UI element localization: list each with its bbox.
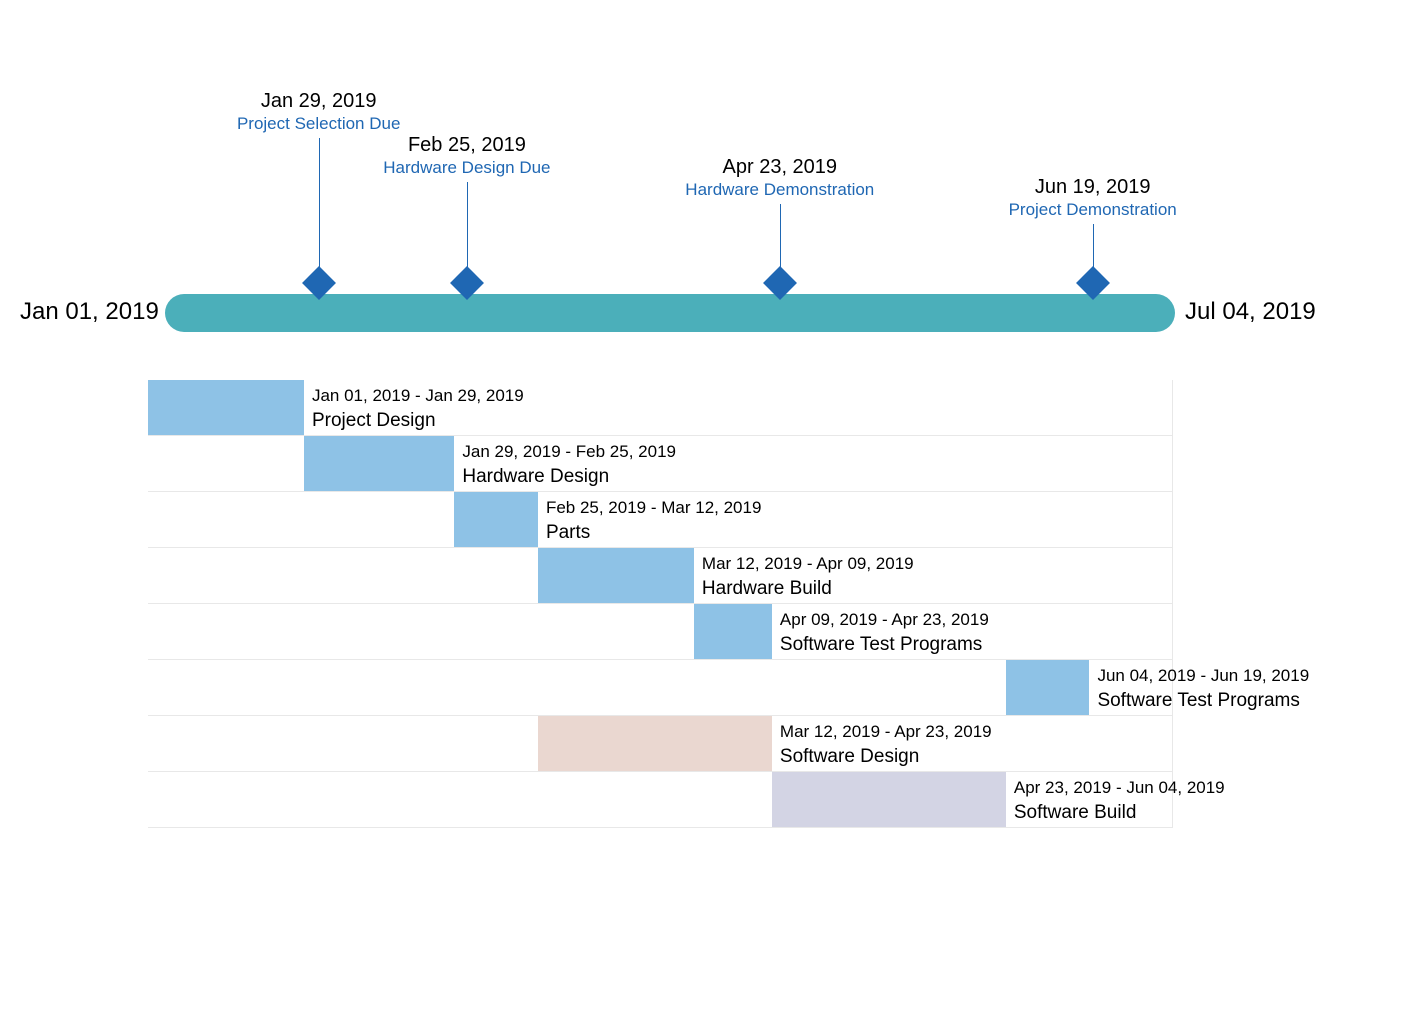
timeline-end-label: Jul 04, 2019 [1185,298,1316,326]
gantt-row: Apr 09, 2019 - Apr 23, 2019 Software Test… [148,604,1172,660]
gantt-bar-name: Parts [546,522,590,544]
gantt-row: Jun 04, 2019 - Jun 19, 2019Software Test… [148,660,1172,716]
gantt-bar-dates: Jun 04, 2019 - Jun 19, 2019 [1097,666,1309,686]
gantt-bar-name: Hardware Design [462,466,609,488]
gantt-bar [772,772,1006,827]
gantt-bar [1006,660,1090,715]
gantt-bar [538,548,694,603]
gantt-bar-dates: Mar 12, 2019 - Apr 09, 2019 [702,554,914,574]
timeline-diagram: Jan 01, 2019Jul 04, 2019Jan 29, 2019Proj… [0,0,1425,1012]
milestone-name: Hardware Demonstration [685,180,874,200]
gantt-bar-dates: Mar 12, 2019 - Apr 23, 2019 [780,722,992,742]
gantt-bar-name: Project Design [312,410,436,432]
gantt-row: Apr 23, 2019 - Jun 04, 2019Software Buil… [148,772,1172,828]
gantt-bar [454,492,538,547]
gantt-row: Feb 25, 2019 - Mar 12, 2019 Parts [148,492,1172,548]
milestone-date: Apr 23, 2019 [723,156,838,179]
milestone-date: Jun 19, 2019 [1035,176,1151,199]
gantt-bar-dates: Jan 29, 2019 - Feb 25, 2019 [462,442,676,462]
gantt-row: Jan 29, 2019 - Feb 25, 2019 Hardware Desi… [148,436,1172,492]
gantt-bar [694,604,772,659]
milestone-date: Feb 25, 2019 [408,134,526,157]
timeline-bar [165,294,1175,332]
gantt-bar-name: Software Design [780,746,919,768]
gantt-bar [304,436,454,491]
gantt-bar-dates: Apr 09, 2019 - Apr 23, 2019 [780,610,989,630]
gantt-bar-dates: Feb 25, 2019 - Mar 12, 2019 [546,498,761,518]
gantt-bar-name: Software Test Programs [1097,690,1299,712]
gantt-bar-dates: Apr 23, 2019 - Jun 04, 2019 [1014,778,1225,798]
gantt-bar-dates: Jan 01, 2019 - Jan 29, 2019 [312,386,524,406]
gantt-bar-name: Software Test Programs [780,634,982,656]
gantt-row: Mar 12, 2019 - Apr 23, 2019 Software Desi… [148,716,1172,772]
milestone-name: Project Demonstration [1009,200,1177,220]
gantt-row: Jan 01, 2019 - Jan 29, 2019 Project Desig… [148,380,1172,436]
gantt-bar [538,716,772,771]
gantt-chart: Jan 01, 2019 - Jan 29, 2019 Project Desig… [148,380,1173,828]
gantt-bar [148,380,304,435]
milestone-date: Jan 29, 2019 [261,90,377,113]
milestone-name: Project Selection Due [237,114,400,134]
timeline-start-label: Jan 01, 2019 [20,298,159,326]
gantt-row: Mar 12, 2019 - Apr 09, 2019 Hardware Buil… [148,548,1172,604]
milestone-connector [319,138,320,283]
gantt-bar-name: Software Build [1014,802,1137,824]
milestone-name: Hardware Design Due [383,158,550,178]
gantt-bar-name: Hardware Build [702,578,832,600]
